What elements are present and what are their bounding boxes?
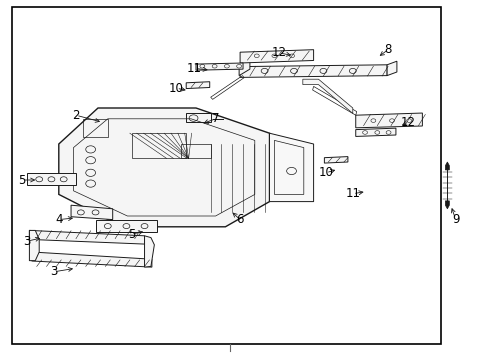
Text: 7: 7 [212, 112, 220, 125]
Text: 8: 8 [384, 43, 392, 56]
FancyArrow shape [445, 201, 449, 209]
Polygon shape [303, 79, 353, 113]
Text: 6: 6 [236, 213, 244, 226]
FancyArrow shape [445, 162, 449, 170]
Bar [12, 7, 441, 344]
Text: 3: 3 [50, 265, 58, 278]
Polygon shape [96, 220, 157, 232]
Polygon shape [59, 108, 270, 227]
Polygon shape [29, 230, 39, 261]
Text: 5: 5 [18, 174, 26, 186]
Polygon shape [270, 133, 314, 202]
Text: 9: 9 [452, 213, 460, 226]
Text: 3: 3 [23, 235, 31, 248]
Polygon shape [186, 82, 210, 89]
Text: 5: 5 [128, 228, 136, 240]
Polygon shape [356, 128, 396, 136]
Polygon shape [29, 230, 145, 244]
Polygon shape [196, 63, 243, 70]
Polygon shape [356, 113, 422, 128]
Text: 11: 11 [345, 187, 360, 200]
Polygon shape [387, 61, 397, 76]
Text: 2: 2 [72, 109, 80, 122]
Polygon shape [145, 236, 154, 267]
Text: 12: 12 [400, 116, 415, 129]
Polygon shape [71, 205, 113, 220]
Polygon shape [27, 173, 76, 185]
Text: 10: 10 [318, 166, 333, 179]
Polygon shape [240, 50, 314, 63]
Polygon shape [240, 65, 387, 77]
Text: 4: 4 [55, 213, 63, 226]
Text: 10: 10 [169, 82, 184, 95]
Text: 12: 12 [272, 46, 287, 59]
Text: 11: 11 [187, 62, 202, 75]
Polygon shape [324, 157, 348, 163]
Polygon shape [32, 252, 152, 267]
Polygon shape [239, 58, 250, 76]
